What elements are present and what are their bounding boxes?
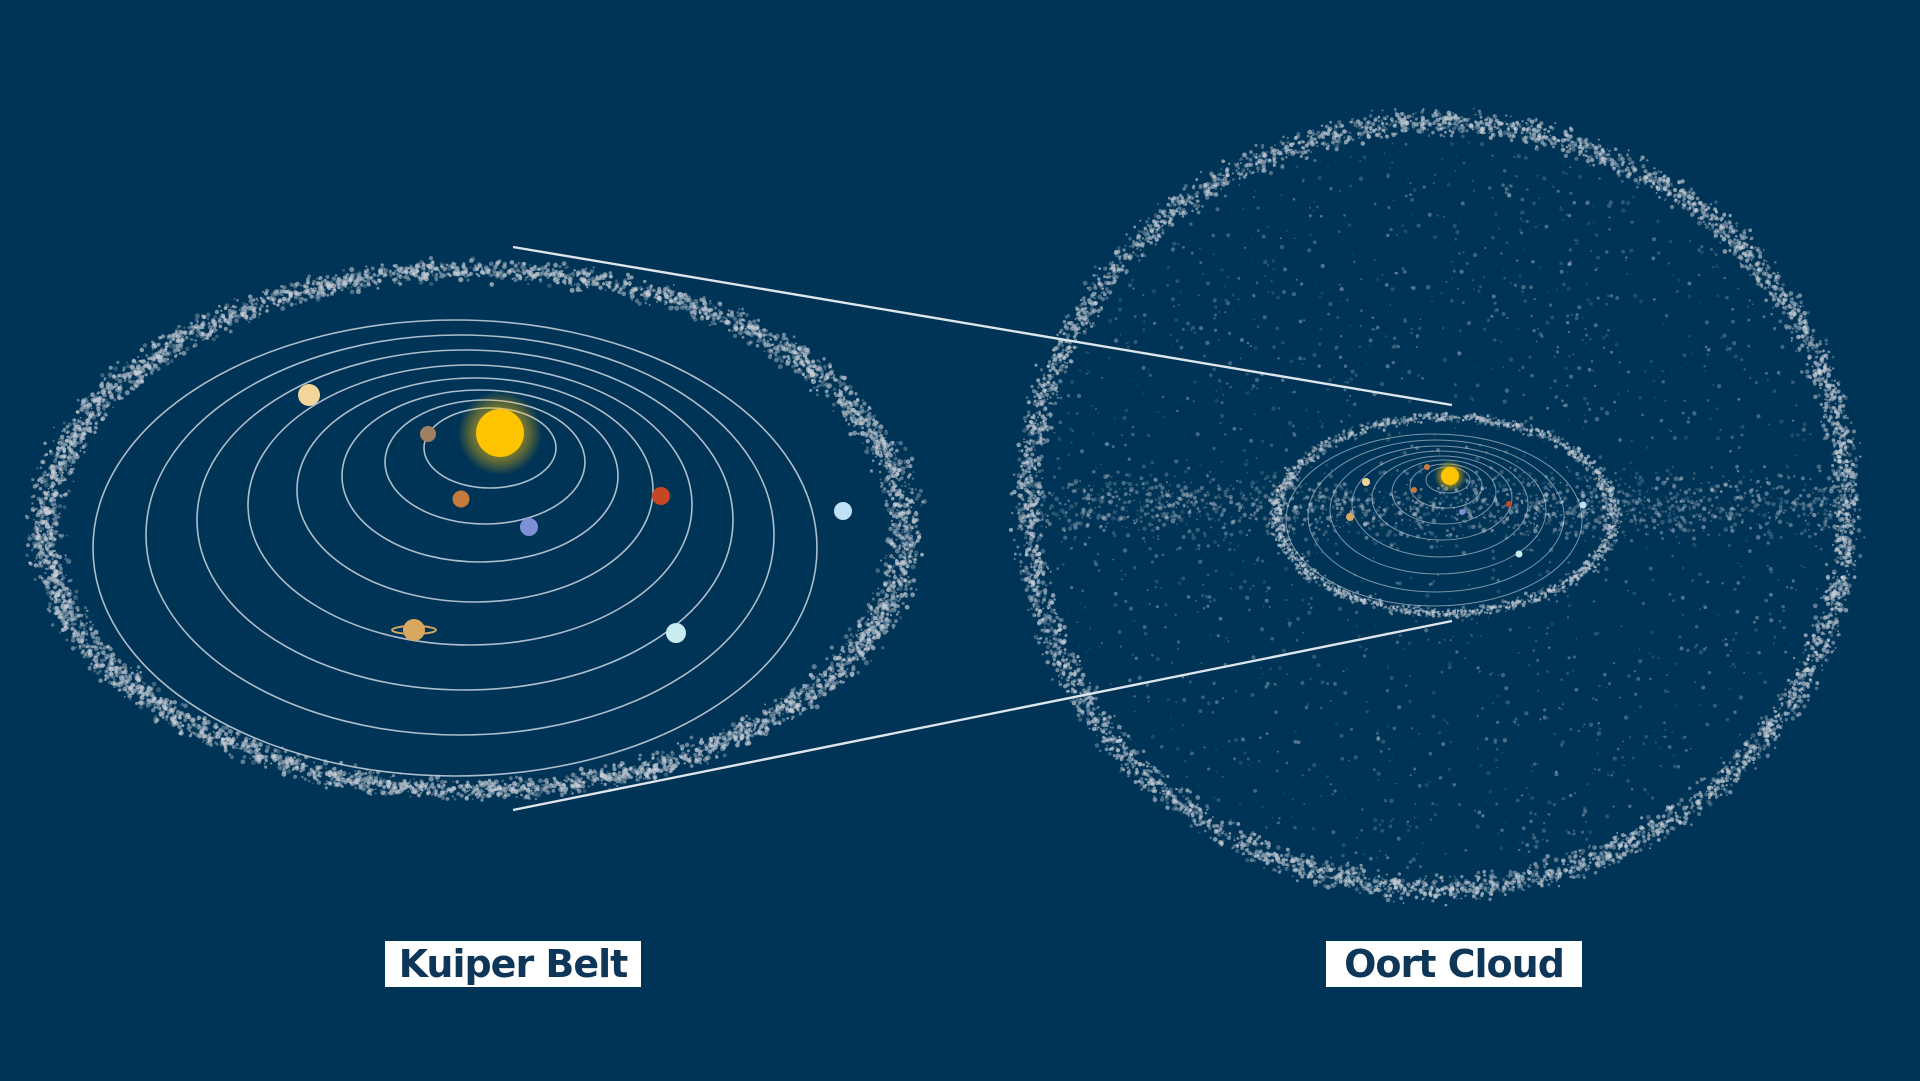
mini-planet-jupiter xyxy=(1362,478,1370,486)
kuiper-belt-label: Kuiper Belt xyxy=(385,941,641,987)
kuiper-orbits xyxy=(92,319,818,777)
mini-kuiper-belt xyxy=(1267,411,1623,620)
planet-jupiter xyxy=(298,384,320,406)
mini-planet-neptune xyxy=(1579,501,1587,509)
planet-mercury xyxy=(420,426,436,442)
mini-planet-mercury xyxy=(1424,464,1430,470)
mini-planet-earth xyxy=(1459,509,1465,515)
mini-planet-venus xyxy=(1411,487,1417,493)
connector-line-top xyxy=(512,245,1453,407)
planet-saturn xyxy=(391,619,437,641)
planet-mars xyxy=(652,487,670,505)
planet-neptune xyxy=(834,502,852,520)
planet-uranus xyxy=(666,623,686,643)
planet-venus xyxy=(452,490,470,508)
mini-planet-uranus xyxy=(1515,550,1523,558)
oort-cloud-label: Oort Cloud xyxy=(1326,941,1582,987)
kuiper-belt-ring xyxy=(25,255,927,802)
planet-earth xyxy=(520,518,538,536)
connector-line-bottom xyxy=(512,619,1453,812)
oort-cloud-sphere xyxy=(1008,107,1866,907)
mini-planet-mars xyxy=(1506,501,1512,507)
mini-orbits xyxy=(1285,433,1583,607)
sun-small xyxy=(1434,460,1466,492)
sun-large xyxy=(458,391,542,475)
mini-planet-saturn xyxy=(1346,513,1354,521)
